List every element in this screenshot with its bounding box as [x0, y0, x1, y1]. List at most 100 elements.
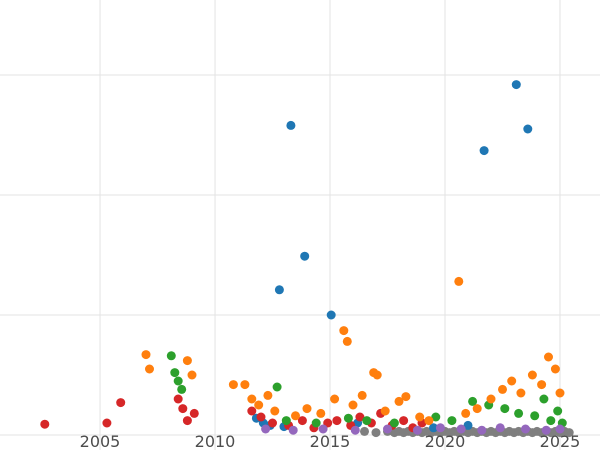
scatter-point-orange — [380, 406, 390, 416]
x-tick-label: 2005 — [80, 432, 121, 450]
scatter-point-purple — [477, 425, 487, 435]
scatter-point-orange — [550, 364, 560, 374]
scatter-point-orange — [357, 390, 367, 400]
scatter-point-red — [297, 416, 307, 426]
scatter-point-orange — [302, 404, 312, 414]
scatter-point-green — [530, 411, 540, 421]
scatter-point-orange — [240, 380, 250, 390]
scatter-point-orange — [461, 408, 471, 418]
scatter-point-blue — [511, 80, 521, 90]
scatter-point-green — [177, 384, 187, 394]
scatter-point-orange — [537, 380, 547, 390]
scatter-point-orange — [424, 416, 434, 426]
scatter-point-purple — [261, 424, 271, 434]
scatter-point-orange — [145, 364, 154, 374]
scatter-point-orange — [454, 276, 464, 286]
scatter-point-green — [173, 376, 183, 386]
scatter-point-orange — [141, 350, 151, 360]
scatter-point-orange — [263, 390, 273, 400]
scatter-point-purple — [288, 425, 298, 435]
scatter-point-orange — [270, 406, 280, 416]
points-layer — [40, 80, 574, 438]
scatter-point-purple — [456, 424, 466, 434]
scatter-point-orange — [228, 380, 238, 390]
scatter-point-green — [468, 396, 478, 406]
scatter-point-red — [399, 416, 409, 426]
scatter-point-orange — [372, 370, 382, 380]
scatter-point-red — [102, 418, 112, 428]
scatter-point-purple — [555, 424, 565, 434]
scatter-point-orange — [182, 356, 192, 366]
scatter-point-green — [389, 418, 399, 428]
scatter-point-orange — [247, 394, 257, 404]
scatter-point-orange — [472, 404, 482, 414]
scatter-point-green — [447, 416, 457, 426]
scatter-point-purple — [435, 423, 445, 433]
scatter-point-green — [553, 406, 563, 416]
scatter-point-orange — [291, 411, 300, 421]
scatter-point-orange — [544, 352, 553, 362]
scatter-point-orange — [401, 392, 411, 402]
scatter-point-red — [189, 408, 199, 418]
scatter-point-purple — [521, 424, 530, 434]
scatter-point-orange — [342, 336, 352, 346]
scatter-point-orange — [348, 400, 358, 410]
scatter-point-red — [40, 419, 50, 429]
scatter-point-green — [539, 394, 549, 404]
scatter-point-orange — [555, 388, 565, 398]
scatter-point-green — [311, 418, 321, 428]
scatter-point-green — [546, 416, 556, 426]
scatter-point-purple — [495, 423, 505, 433]
scatter-point-orange — [316, 408, 326, 418]
x-tick-label: 2025 — [540, 432, 581, 450]
scatter-point-red — [256, 412, 266, 422]
scatter-point-orange — [498, 384, 507, 394]
scatter-point-blue — [300, 251, 310, 261]
scatter-point-red — [173, 394, 183, 404]
scatter-point-orange — [394, 396, 404, 406]
scatter-point-purple — [412, 425, 422, 435]
scatter-point-orange — [339, 326, 349, 336]
scatter-point-green — [170, 368, 180, 378]
scatter-point-green — [500, 404, 510, 414]
scatter-point-green — [514, 408, 524, 418]
scatter-point-green — [431, 412, 441, 422]
scatter-point-orange — [527, 370, 537, 380]
scatter-point-orange — [516, 388, 526, 398]
scatter-point-green — [166, 351, 176, 361]
scatter-point-gray — [360, 426, 369, 436]
scatter-point-purple — [383, 424, 392, 434]
scatter-point-blue — [326, 310, 336, 320]
scatter-point-green — [362, 416, 372, 426]
scatter-point-blue — [523, 124, 533, 134]
scatter-point-red — [332, 416, 342, 426]
scatter-point-red — [355, 412, 365, 422]
scatter-point-blue — [274, 285, 284, 295]
scatter-point-red — [268, 418, 277, 428]
x-tick-label: 2020 — [425, 432, 466, 450]
scatter-point-orange — [254, 400, 264, 410]
scatter-point-blue — [286, 120, 296, 130]
scatter-point-gray — [564, 428, 574, 438]
scatter-point-green — [272, 382, 282, 392]
scatter-point-red — [178, 404, 188, 414]
scatter-point-blue — [463, 420, 473, 430]
scatter-point-orange — [187, 370, 197, 380]
scatter-point-orange — [330, 394, 340, 404]
scatter-point-purple — [350, 425, 360, 435]
scatter-point-orange — [415, 412, 425, 422]
scatter-point-red — [247, 406, 257, 416]
scatter-point-orange — [507, 376, 517, 386]
x-tick-labels: 2005 2010 2015 2020 2025 — [80, 432, 581, 450]
scatter-point-red — [116, 398, 126, 408]
scatter-point-green — [281, 416, 291, 426]
scatter-point-orange — [486, 394, 496, 404]
scatter-point-gray — [371, 428, 381, 438]
x-tick-label: 2015 — [310, 432, 351, 450]
x-tick-label: 2010 — [195, 432, 236, 450]
scatter-point-blue — [429, 423, 438, 433]
scatter-point-purple — [541, 425, 551, 435]
